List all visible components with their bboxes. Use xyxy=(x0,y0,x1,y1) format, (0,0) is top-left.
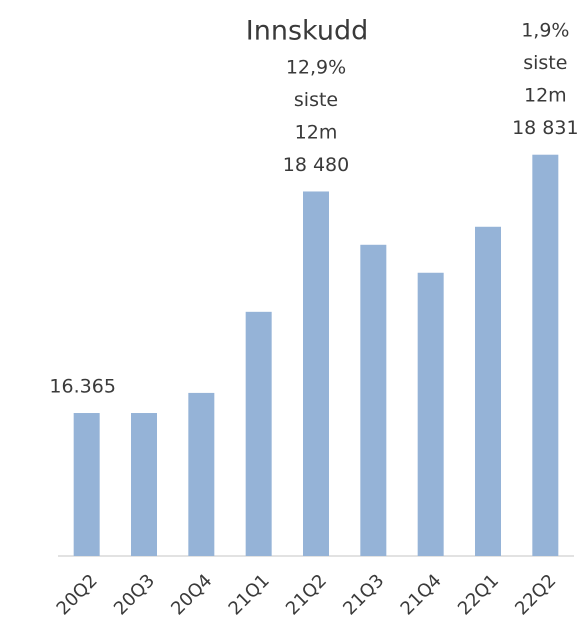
chart-title: Innskudd xyxy=(246,16,368,47)
bar xyxy=(303,191,329,556)
annotation: 1,9% xyxy=(521,20,569,42)
bar xyxy=(475,226,501,556)
data-label: 18 831 xyxy=(512,117,578,139)
x-tick-label: 21Q1 xyxy=(225,570,274,619)
bar xyxy=(532,154,559,556)
bar xyxy=(131,413,157,556)
x-tick-label: 20Q2 xyxy=(53,570,102,619)
data-label: 18 480 xyxy=(283,154,349,176)
annotation: siste xyxy=(294,89,338,111)
x-tick-label: 22Q2 xyxy=(511,570,560,619)
annotation: 12m xyxy=(524,85,567,107)
x-tick-label: 21Q3 xyxy=(339,570,388,619)
bar xyxy=(188,392,215,556)
x-tick-label: 20Q4 xyxy=(167,570,216,619)
bar xyxy=(73,413,100,556)
bar xyxy=(245,311,272,556)
x-tick-label: 20Q3 xyxy=(110,570,159,619)
x-tick-label: 21Q4 xyxy=(397,570,446,619)
data-label: 16.365 xyxy=(49,376,115,398)
annotation: 12,9% xyxy=(286,56,346,78)
x-tick-label: 22Q1 xyxy=(454,570,503,619)
bar xyxy=(360,244,387,556)
annotation: siste xyxy=(523,52,567,74)
annotation: 12m xyxy=(295,121,338,143)
bar xyxy=(417,272,444,556)
x-tick-label: 21Q2 xyxy=(282,570,331,619)
